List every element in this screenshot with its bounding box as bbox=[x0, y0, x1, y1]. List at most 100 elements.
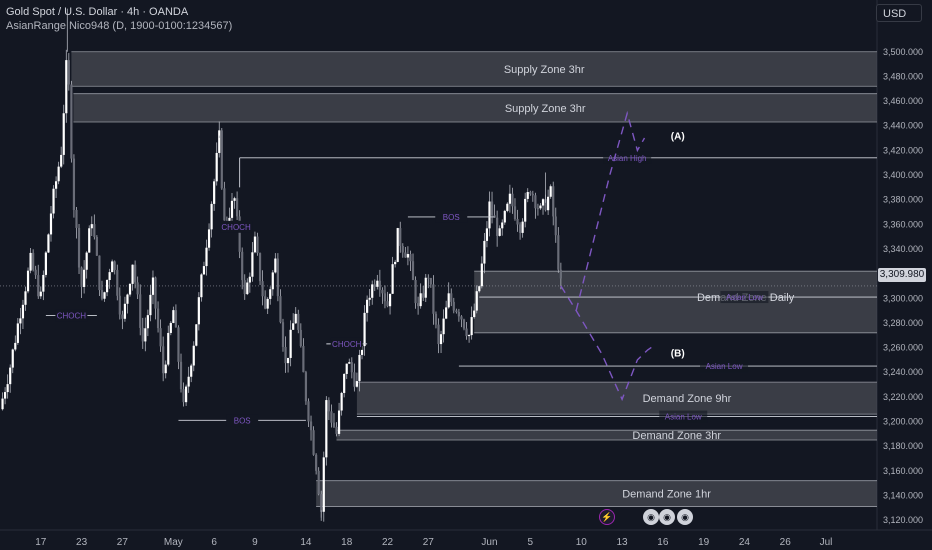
candle-body bbox=[338, 411, 340, 434]
zone-label: Supply Zone 3hr bbox=[504, 64, 585, 76]
candle-body bbox=[55, 181, 57, 188]
country-flag-icon[interactable]: ◉ bbox=[643, 509, 659, 525]
candle-body bbox=[318, 471, 320, 494]
zone-rect bbox=[71, 52, 877, 87]
candle-body bbox=[137, 282, 139, 294]
candle-body bbox=[91, 224, 93, 228]
candle-body bbox=[129, 284, 131, 295]
candle-body bbox=[534, 195, 536, 208]
x-tick-label: 22 bbox=[382, 537, 394, 548]
candle-body bbox=[437, 325, 439, 344]
candle-body bbox=[295, 314, 297, 323]
x-tick-label: 19 bbox=[698, 537, 710, 548]
candle-body bbox=[144, 328, 146, 341]
lightning-icon[interactable]: ⚡ bbox=[599, 509, 615, 525]
candle-body bbox=[504, 211, 506, 223]
y-tick-label: 3,380.000 bbox=[883, 195, 923, 205]
candle-body bbox=[356, 381, 358, 387]
wave-annotation: (B) bbox=[671, 349, 685, 360]
y-tick-label: 3,120.000 bbox=[883, 515, 923, 525]
candle-body bbox=[106, 280, 108, 292]
candle-body bbox=[323, 457, 325, 511]
candle-body bbox=[17, 323, 19, 342]
candle-body bbox=[63, 113, 65, 155]
candle-body bbox=[389, 294, 391, 306]
candle-body bbox=[516, 219, 518, 225]
candle-body bbox=[236, 198, 238, 216]
x-tick-label: Jul bbox=[820, 537, 833, 548]
x-tick-label: 18 bbox=[341, 537, 353, 548]
candle-body bbox=[511, 194, 513, 207]
candle-body bbox=[149, 295, 151, 315]
candle-body bbox=[547, 197, 549, 210]
candle-body bbox=[68, 60, 70, 84]
candle-body bbox=[60, 155, 62, 167]
candle-body bbox=[152, 277, 154, 294]
candle-body bbox=[369, 298, 371, 300]
candle-body bbox=[537, 208, 539, 209]
candle-body bbox=[335, 427, 337, 434]
candle-body bbox=[29, 253, 31, 271]
candle-body bbox=[486, 228, 488, 241]
candle-body bbox=[246, 283, 248, 295]
candle-body bbox=[379, 281, 381, 290]
candle-body bbox=[200, 274, 202, 297]
candle-body bbox=[460, 316, 462, 319]
candle-body bbox=[351, 362, 353, 372]
candle-body bbox=[93, 224, 95, 237]
candle-body bbox=[333, 423, 335, 427]
candle-body bbox=[213, 181, 215, 204]
country-flag-icon[interactable]: ◉ bbox=[659, 509, 675, 525]
candle-body bbox=[131, 265, 133, 284]
candle-body bbox=[371, 284, 373, 297]
candle-body bbox=[514, 206, 516, 219]
x-tick-label: 24 bbox=[739, 537, 751, 548]
candle-body bbox=[343, 374, 345, 393]
candle-body bbox=[101, 290, 103, 299]
candle-body bbox=[37, 275, 39, 296]
level-label: Asian High bbox=[608, 154, 647, 163]
candle-body bbox=[211, 204, 213, 229]
candle-body bbox=[402, 246, 404, 252]
candle-body bbox=[170, 323, 172, 333]
candle-body bbox=[483, 241, 485, 264]
candle-body bbox=[167, 333, 169, 365]
structure-label: BOS bbox=[234, 416, 251, 425]
candle-body bbox=[284, 347, 286, 363]
candle-body bbox=[274, 259, 276, 273]
candle-body bbox=[19, 318, 21, 323]
candle-body bbox=[353, 372, 355, 386]
candle-body bbox=[7, 384, 9, 392]
zone-label: Demand Zone 1hr bbox=[622, 489, 711, 501]
indicator-label[interactable]: AsianRange Nico948 (D, 1900-0100:1234567… bbox=[6, 20, 232, 32]
candle-body bbox=[47, 234, 49, 252]
y-tick-label: 3,480.000 bbox=[883, 71, 923, 81]
candle-body bbox=[346, 364, 348, 374]
candle-body bbox=[88, 228, 90, 252]
country-flag-icon[interactable]: ◉ bbox=[677, 509, 693, 525]
candle-body bbox=[126, 295, 128, 304]
x-tick-label: 13 bbox=[616, 537, 628, 548]
candle-body bbox=[27, 271, 29, 292]
candle-body bbox=[165, 365, 167, 374]
candle-body bbox=[267, 299, 269, 309]
candle-body bbox=[259, 253, 261, 281]
candle-body bbox=[83, 270, 85, 287]
candle-body bbox=[208, 229, 210, 247]
candle-body bbox=[465, 329, 467, 337]
candle-body bbox=[529, 192, 531, 194]
candle-body bbox=[414, 280, 416, 303]
currency-button[interactable]: USD bbox=[876, 4, 922, 22]
candle-body bbox=[142, 328, 144, 341]
candle-body bbox=[58, 167, 60, 182]
x-tick-label: 23 bbox=[76, 537, 88, 548]
candle-body bbox=[488, 201, 490, 228]
candle-body bbox=[448, 293, 450, 307]
candle-body bbox=[139, 294, 141, 328]
candle-body bbox=[376, 281, 378, 287]
candle-body bbox=[455, 311, 457, 312]
candle-body bbox=[180, 362, 182, 389]
candle-body bbox=[249, 277, 251, 283]
y-tick-label: 3,200.000 bbox=[883, 417, 923, 427]
